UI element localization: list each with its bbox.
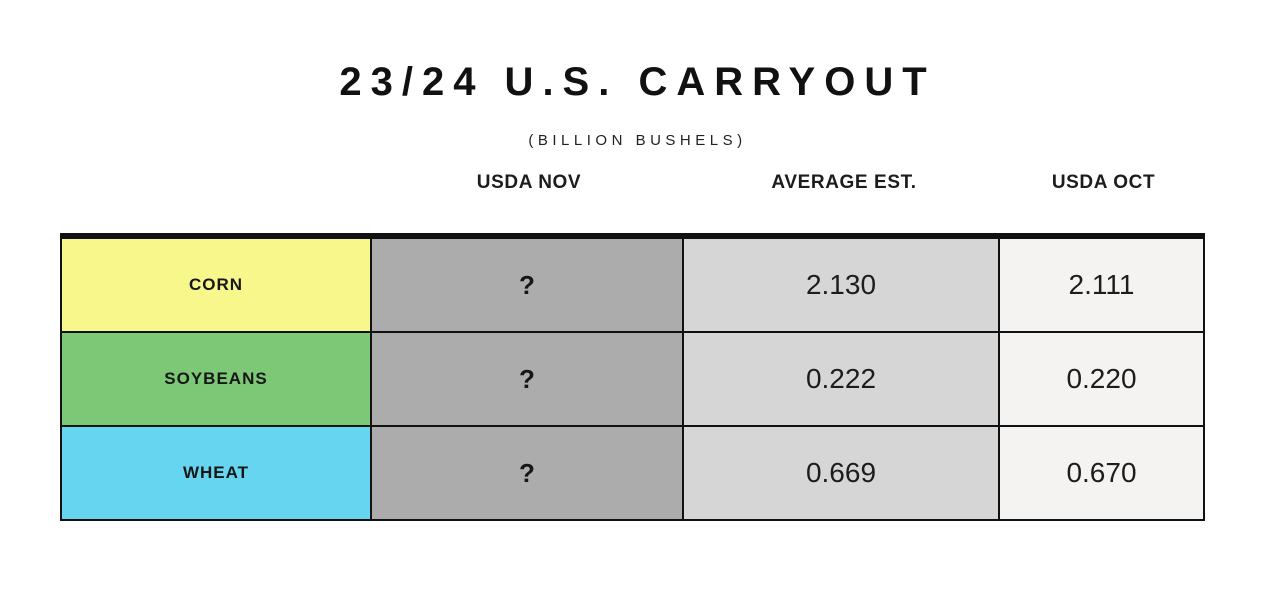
row-label-corn: CORN [62,239,370,331]
cell-soybeans-usda-nov: ? [372,333,682,425]
table-column-headers: USDA NOV AVERAGE EST. USDA OCT [60,172,1205,194]
row-label-soybeans: SOYBEANS [62,333,370,425]
cell-wheat-usda-nov: ? [372,427,682,519]
column-header-usda-oct: USDA OCT [1051,172,1156,193]
page-title: 23/24 U.S. CARRYOUT [339,60,936,104]
cell-wheat-usda-oct: 0.670 [1000,427,1203,519]
cell-soybeans-usda-oct: 0.220 [1000,333,1203,425]
cell-soybeans-average-est: 0.222 [684,333,998,425]
column-header-average-est: AVERAGE EST. [771,172,917,193]
page-subtitle: (BILLION BUSHELS) [528,132,747,149]
cell-wheat-average-est: 0.669 [684,427,998,519]
cell-corn-usda-oct: 2.111 [1000,239,1203,331]
carryout-table: CORN ? 2.130 2.111 SOYBEANS ? 0.222 0.22… [60,233,1205,521]
column-header-usda-nov: USDA NOV [476,172,582,193]
cell-corn-average-est: 2.130 [684,239,998,331]
cell-corn-usda-nov: ? [372,239,682,331]
row-label-wheat: WHEAT [62,427,370,519]
